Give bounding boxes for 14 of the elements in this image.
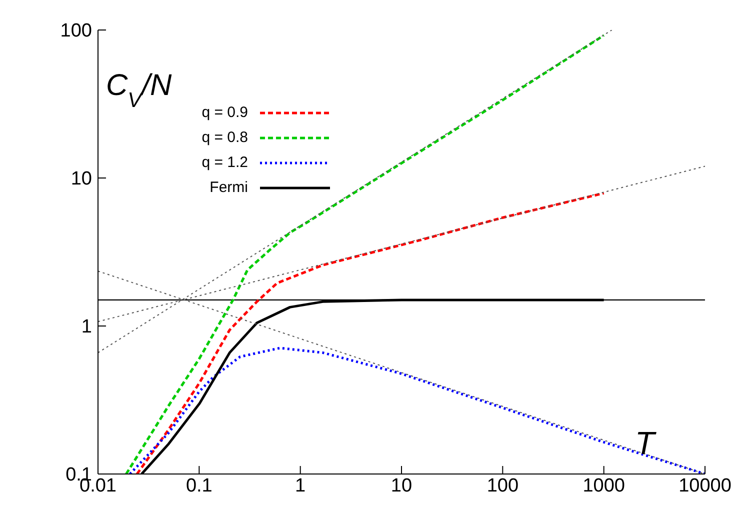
legend-label: q = 0.9 bbox=[202, 104, 248, 121]
legend-label: q = 0.8 bbox=[202, 129, 248, 146]
legend-label: q = 1.2 bbox=[202, 154, 248, 171]
x-tick-label: 10 bbox=[390, 475, 412, 496]
y-tick-label: 100 bbox=[60, 20, 92, 42]
x-tick-label: 0.1 bbox=[186, 475, 212, 496]
x-tick-label: 100 bbox=[486, 475, 519, 496]
x-tick-label: 1000 bbox=[582, 475, 625, 496]
x-tick-label: 1 bbox=[295, 475, 306, 496]
x-tick-label: 10000 bbox=[678, 475, 732, 496]
legend-label: Fermi bbox=[210, 179, 248, 196]
y-tick-label: 1 bbox=[81, 316, 92, 338]
y-tick-label: 10 bbox=[70, 168, 92, 190]
x-axis-title: T bbox=[635, 425, 655, 462]
